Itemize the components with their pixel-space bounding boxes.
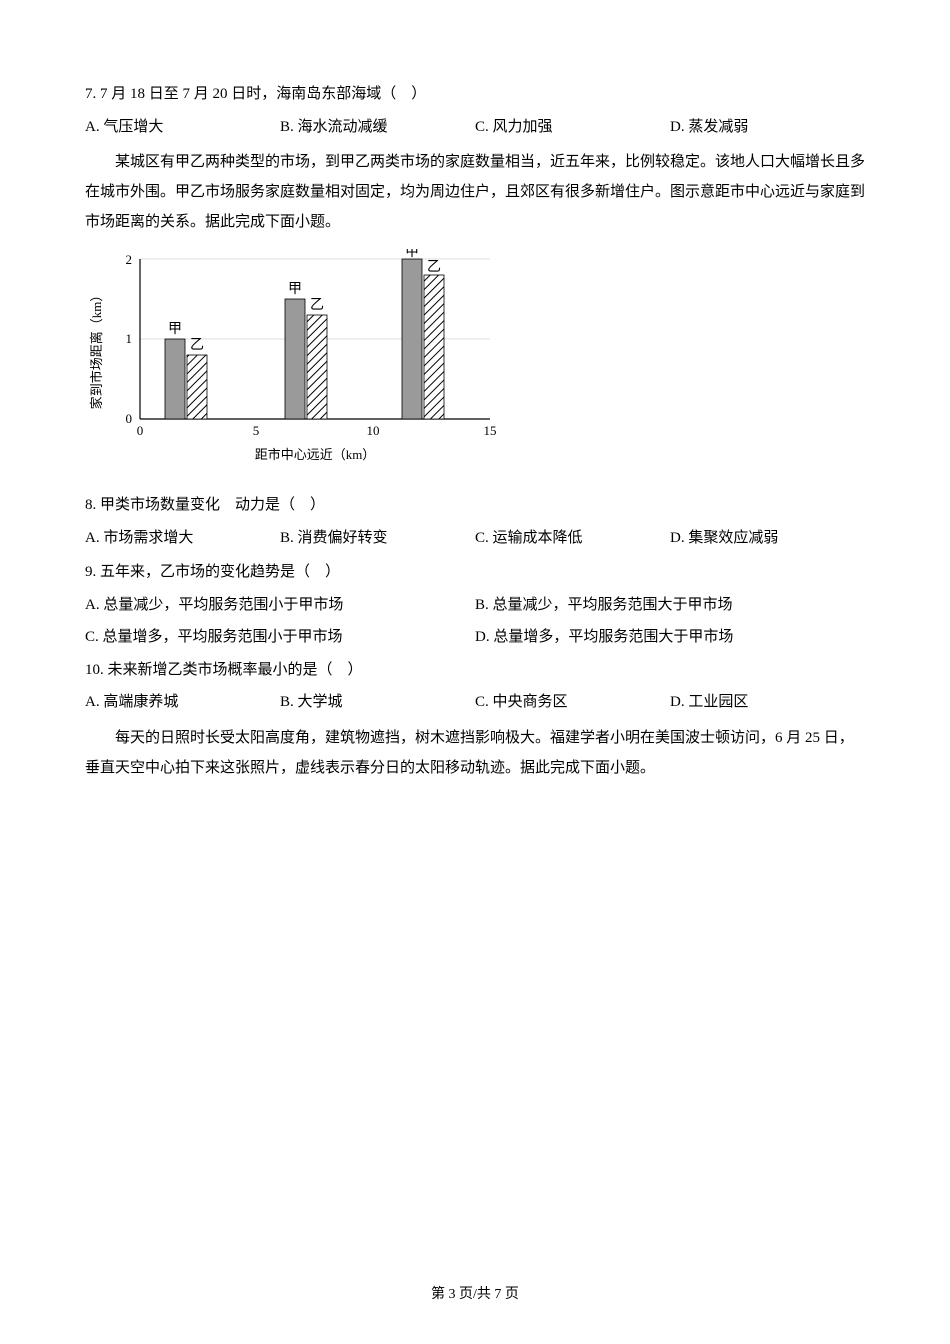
q7-option-d: D. 蒸发减弱 <box>670 113 865 142</box>
q10-option-a: A. 高端康养城 <box>85 688 280 717</box>
q7-option-c: C. 风力加强 <box>475 113 670 142</box>
question-8-options: A. 市场需求增大 B. 消费偏好转变 C. 运输成本降低 D. 集聚效应减弱 <box>85 524 865 553</box>
q9-option-c: C. 总量增多，平均服务范围小于甲市场 <box>85 623 475 652</box>
svg-text:15: 15 <box>484 423 497 438</box>
q7-option-b: B. 海水流动减缓 <box>280 113 475 142</box>
q10-option-d: D. 工业园区 <box>670 688 865 717</box>
question-10-options: A. 高端康养城 B. 大学城 C. 中央商务区 D. 工业园区 <box>85 688 865 717</box>
passage-2: 每天的日照时长受太阳高度角，建筑物遮挡，树木遮挡影响极大。福建学者小明在美国波士… <box>85 723 865 783</box>
q10-option-c: C. 中央商务区 <box>475 688 670 717</box>
svg-text:0: 0 <box>126 411 133 426</box>
svg-text:乙: 乙 <box>190 337 204 353</box>
svg-text:甲: 甲 <box>288 282 302 297</box>
svg-text:10: 10 <box>367 423 380 438</box>
q8-text-prefix: 8. 甲类市场数量变化 <box>85 497 220 513</box>
q9-option-b: B. 总量减少，平均服务范围大于甲市场 <box>475 591 865 620</box>
svg-text:乙: 乙 <box>427 259 441 275</box>
question-7-options: A. 气压增大 B. 海水流动减缓 C. 风力加强 D. 蒸发减弱 <box>85 113 865 142</box>
question-9-options-row1: A. 总量减少，平均服务范围小于甲市场 B. 总量减少，平均服务范围大于甲市场 <box>85 591 865 620</box>
question-9-options-row2: C. 总量增多，平均服务范围小于甲市场 D. 总量增多，平均服务范围大于甲市场 <box>85 623 865 652</box>
q7-option-a: A. 气压增大 <box>85 113 280 142</box>
q8-option-b: B. 消费偏好转变 <box>280 524 475 553</box>
passage-1: 某城区有甲乙两种类型的市场，到甲乙两类市场的家庭数量相当，近五年来，比例较稳定。… <box>85 147 865 237</box>
svg-text:甲: 甲 <box>168 322 182 337</box>
q8-option-a: A. 市场需求增大 <box>85 524 280 553</box>
chart-ylabel: 家到市场距离（km） <box>89 289 104 410</box>
svg-text:2: 2 <box>126 252 133 267</box>
svg-text:1: 1 <box>126 331 133 346</box>
q10-option-b: B. 大学城 <box>280 688 475 717</box>
question-9-text: 9. 五年来，乙市场的变化趋势是（ ） <box>85 558 865 587</box>
q8-option-d: D. 集聚效应减弱 <box>670 524 865 553</box>
svg-text:0: 0 <box>137 423 144 438</box>
svg-text:甲: 甲 <box>405 249 419 260</box>
question-7-text: 7. 7 月 18 日至 7 月 20 日时，海南岛东部海域（ ） <box>85 80 865 109</box>
chart-xlabel: 距市中心远近（km） <box>255 447 376 462</box>
q9-option-a: A. 总量减少，平均服务范围小于甲市场 <box>85 591 475 620</box>
question-10-text: 10. 未来新增乙类市场概率最小的是（ ） <box>85 656 865 685</box>
question-8-text: 8. 甲类市场数量变化动力是（ ） <box>85 491 865 520</box>
svg-text:5: 5 <box>253 423 260 438</box>
svg-text:乙: 乙 <box>310 297 324 313</box>
q9-option-d: D. 总量增多，平均服务范围大于甲市场 <box>475 623 865 652</box>
chart-svg: 家到市场距离（km） 0 1 2 0 5 10 15 甲 乙 甲 <box>85 249 515 471</box>
q8-text-suffix: 动力是（ ） <box>235 497 325 513</box>
q8-option-c: C. 运输成本降低 <box>475 524 670 553</box>
page-footer: 第 3 页/共 7 页 <box>0 1282 950 1309</box>
market-distance-chart: 家到市场距离（km） 0 1 2 0 5 10 15 甲 乙 甲 <box>85 249 515 471</box>
